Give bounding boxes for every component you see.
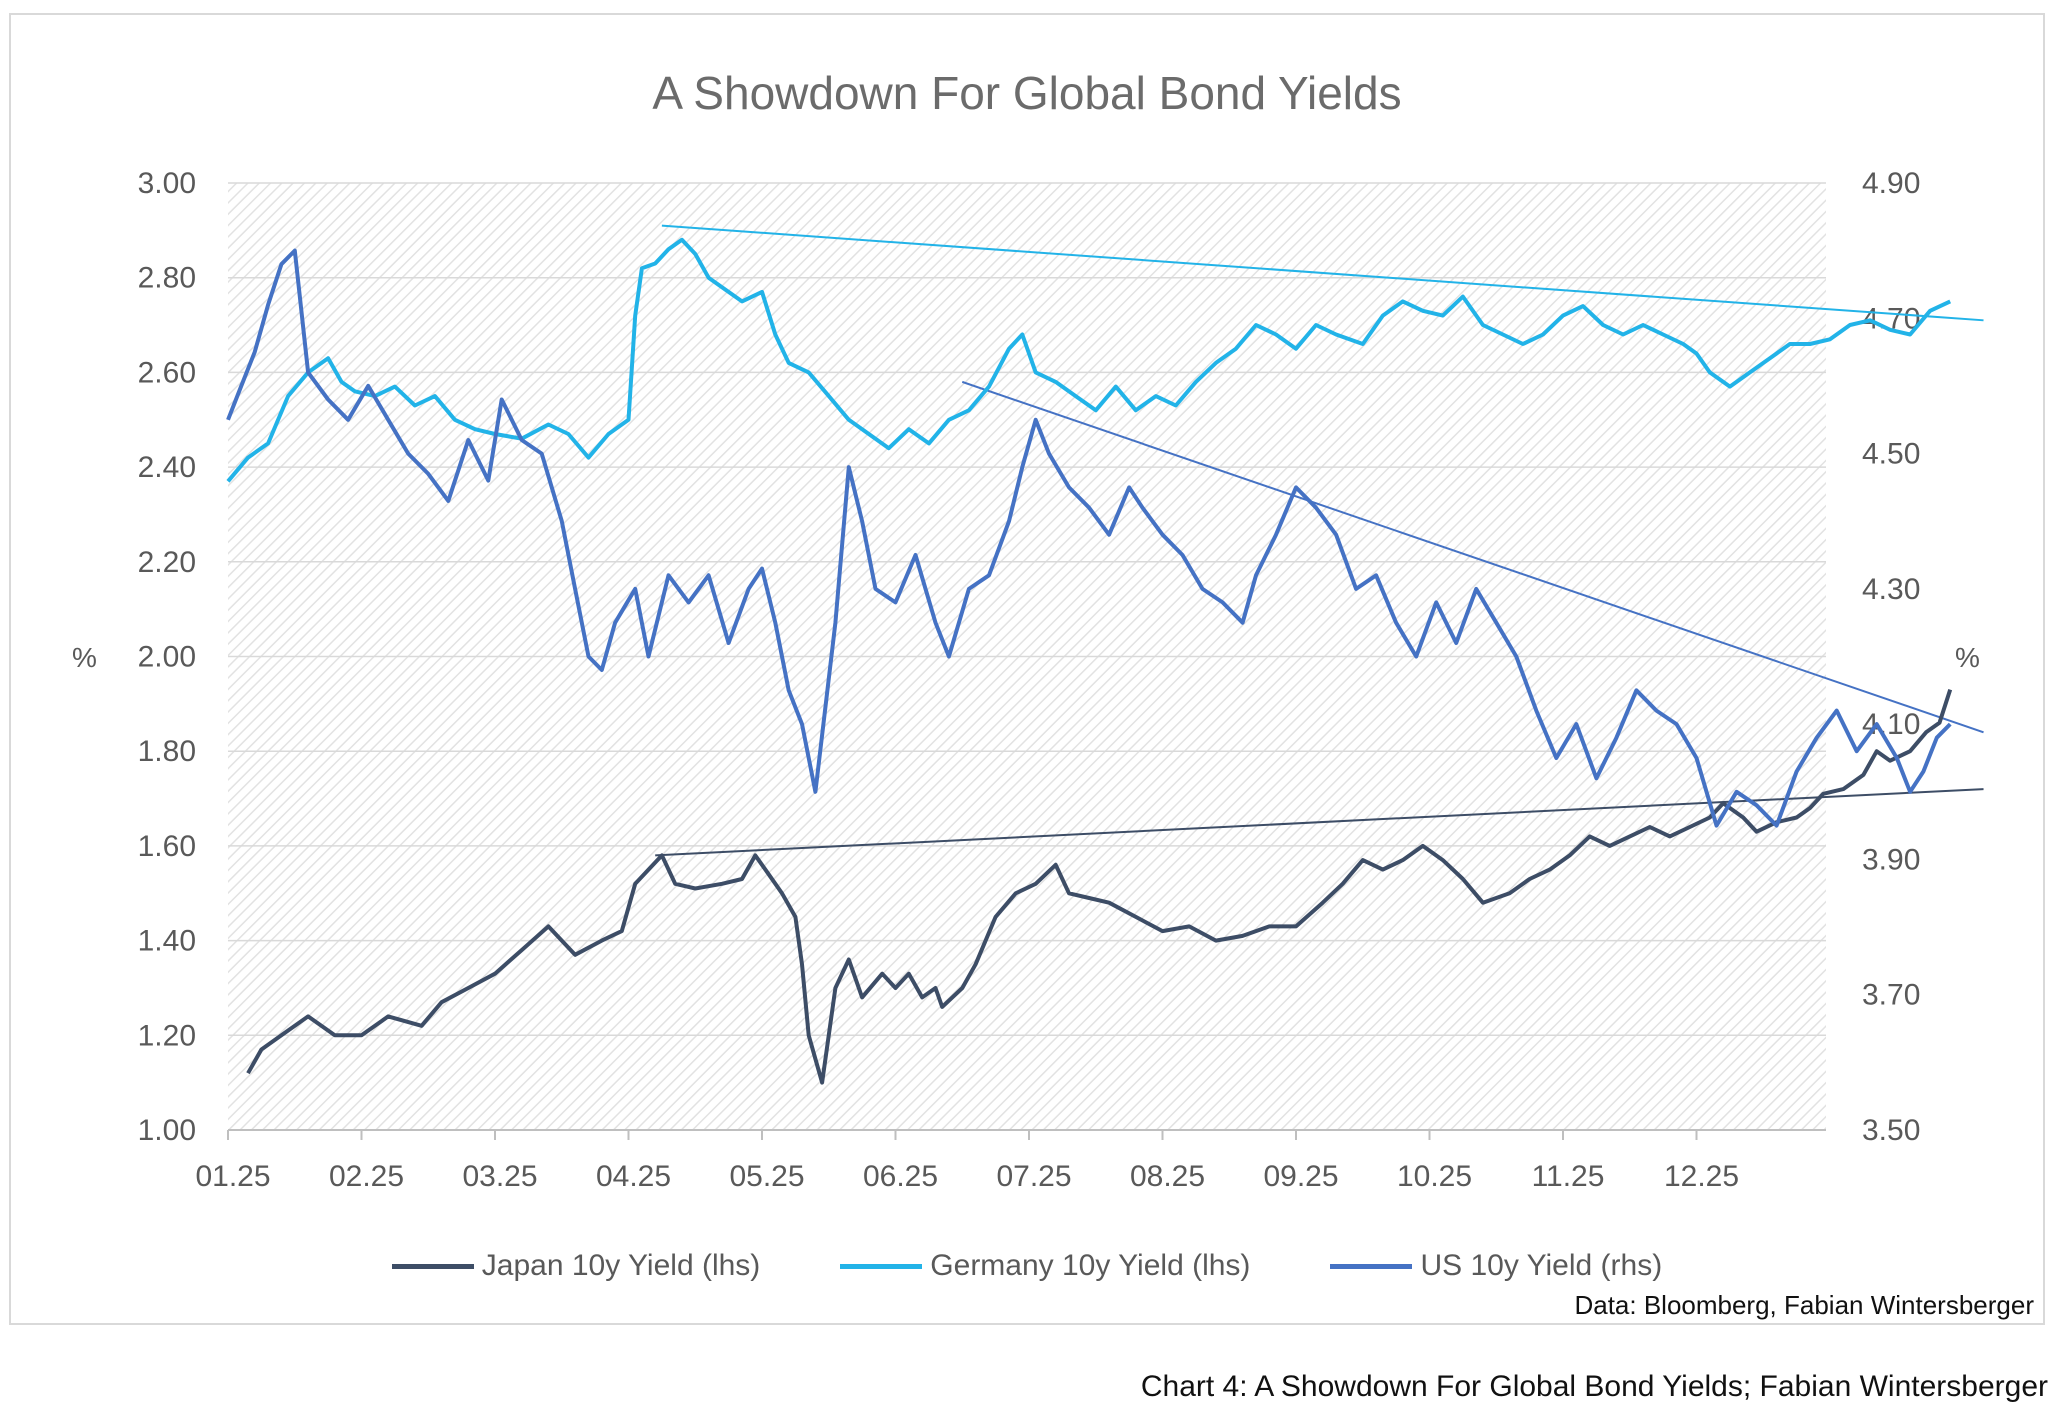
x-tick-label: 10.25	[1397, 1160, 1472, 1193]
legend-label-germany: Germany 10y Yield (lhs)	[930, 1249, 1251, 1282]
legend-swatch-us	[1330, 1263, 1413, 1269]
trendlines	[655, 224, 1984, 857]
series-line-germany	[226, 237, 1952, 483]
x-tick-label: 07.25	[996, 1160, 1071, 1193]
y-right-tick-label: 3.70	[1862, 979, 1920, 1012]
legend-item-us: US 10y Yield (rhs)	[1330, 1244, 1662, 1288]
legend-item-germany: Germany 10y Yield (lhs)	[840, 1244, 1250, 1288]
chart-title: A Showdown For Global Bond Yields	[652, 67, 1402, 119]
x-tick-label: 12.25	[1664, 1160, 1739, 1193]
y-right-tick-label: 3.50	[1862, 1114, 1920, 1147]
y-left-tick-label: 2.20	[138, 546, 196, 579]
y-right-tick-label: 4.50	[1862, 438, 1920, 471]
y-left-tick-label: 2.60	[138, 356, 196, 389]
y-right-tick-label: 4.30	[1862, 573, 1920, 606]
y-left-tick-label: 1.60	[138, 830, 196, 863]
x-tick-label: 08.25	[1130, 1160, 1205, 1193]
x-tick-label: 11.25	[1532, 1160, 1605, 1193]
x-tick-label: 01.25	[195, 1160, 270, 1193]
trendline	[655, 788, 1984, 857]
y-left-tick-label: 3.00	[138, 167, 196, 200]
legend-item-japan: Japan 10y Yield (lhs)	[391, 1244, 761, 1288]
x-tick-label: 05.25	[729, 1160, 804, 1193]
y-left-tick-label: 2.40	[138, 451, 196, 484]
x-tick-label: 09.25	[1263, 1160, 1338, 1193]
y-left-tick-label: 1.80	[138, 735, 196, 768]
x-tick-label: 06.25	[863, 1160, 938, 1193]
legend-label-japan: Japan 10y Yield (lhs)	[481, 1249, 761, 1282]
y-left-tick-label: 1.00	[138, 1114, 196, 1147]
y-right-tick-label: 4.90	[1862, 167, 1920, 200]
y-left-tick-label: 2.00	[138, 641, 196, 674]
y-left-tick-label: 2.80	[138, 262, 196, 295]
legend-swatch-japan	[391, 1263, 474, 1269]
x-tick-label: 03.25	[462, 1160, 537, 1193]
y-right-tick-label: 4.10	[1862, 708, 1920, 741]
legend-swatch-germany	[840, 1263, 923, 1269]
series-lines	[226, 237, 1953, 1085]
x-tick-label: 04.25	[596, 1160, 671, 1193]
legend: Japan 10y Yield (lhs) Germany 10y Yield …	[0, 1244, 2054, 1288]
y-right-tick-label: 3.90	[1862, 843, 1920, 876]
trendline	[961, 380, 1984, 734]
y-axis-left-title: %	[72, 642, 97, 673]
source-note: Data: Bloomberg, Fabian Wintersberger	[1574, 1290, 2034, 1320]
y-axis-right-title: %	[1955, 642, 1980, 673]
y-left-tick-label: 1.40	[138, 925, 196, 958]
y-left-tick-label: 1.20	[138, 1019, 196, 1052]
x-tick-label: 02.25	[329, 1160, 404, 1193]
figure-caption: Chart 4: A Showdown For Global Bond Yiel…	[1140, 1370, 2048, 1403]
series-line-us	[226, 248, 1952, 828]
axes: 3.00 2.80 2.60 2.40 2.20 2.00 1.80 1.60 1.40 1.20…	[138, 167, 1921, 1193]
trendline	[661, 224, 1984, 322]
legend-label-us: US 10y Yield (rhs)	[1420, 1249, 1663, 1282]
